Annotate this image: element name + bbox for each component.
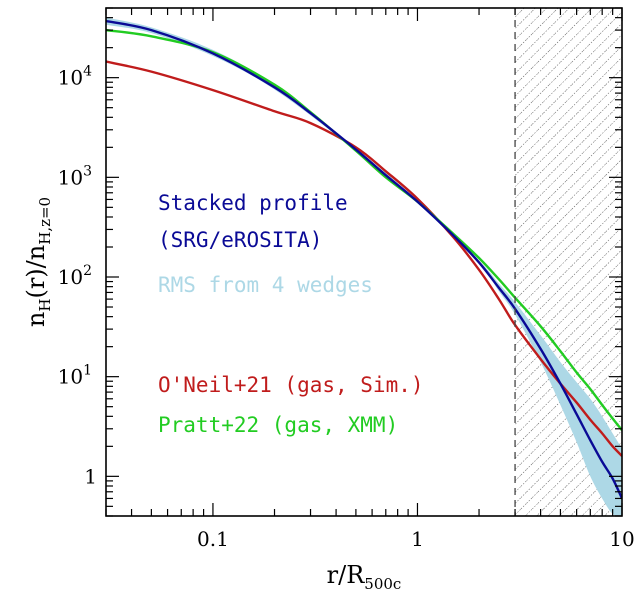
y-tick-label: 1: [84, 464, 97, 488]
series-line-2: [106, 28, 622, 431]
legend-entry: RMS from 4 wedges: [158, 273, 373, 297]
y-tick-label: 104: [58, 64, 92, 90]
x-tick-label: 1: [411, 527, 424, 551]
x-axis-label: r/R500c: [327, 561, 402, 593]
legend-entry: Pratt+22 (gas, XMM): [158, 413, 398, 437]
y-tick-label: 101: [58, 363, 92, 389]
legend: Stacked profile (SRG/eROSITA) RMS from 4 w…: [158, 191, 424, 437]
y-tick-label: 103: [58, 163, 92, 189]
series-line-1: [106, 60, 622, 457]
legend-entry: O'Neil+21 (gas, Sim.): [158, 373, 424, 397]
x-tick-label: 10: [609, 527, 634, 551]
x-tick-label: 0.1: [197, 527, 229, 551]
plot-frame: [105, 7, 623, 517]
legend-entry: Stacked profile: [158, 191, 348, 215]
plot-area: [106, 8, 622, 516]
y-tick-label: 102: [58, 263, 92, 289]
y-axis-label: nH(r)/nH,z=0: [22, 197, 54, 327]
series-line-0: [106, 19, 622, 499]
legend-entry: (SRG/eROSITA): [158, 228, 322, 252]
